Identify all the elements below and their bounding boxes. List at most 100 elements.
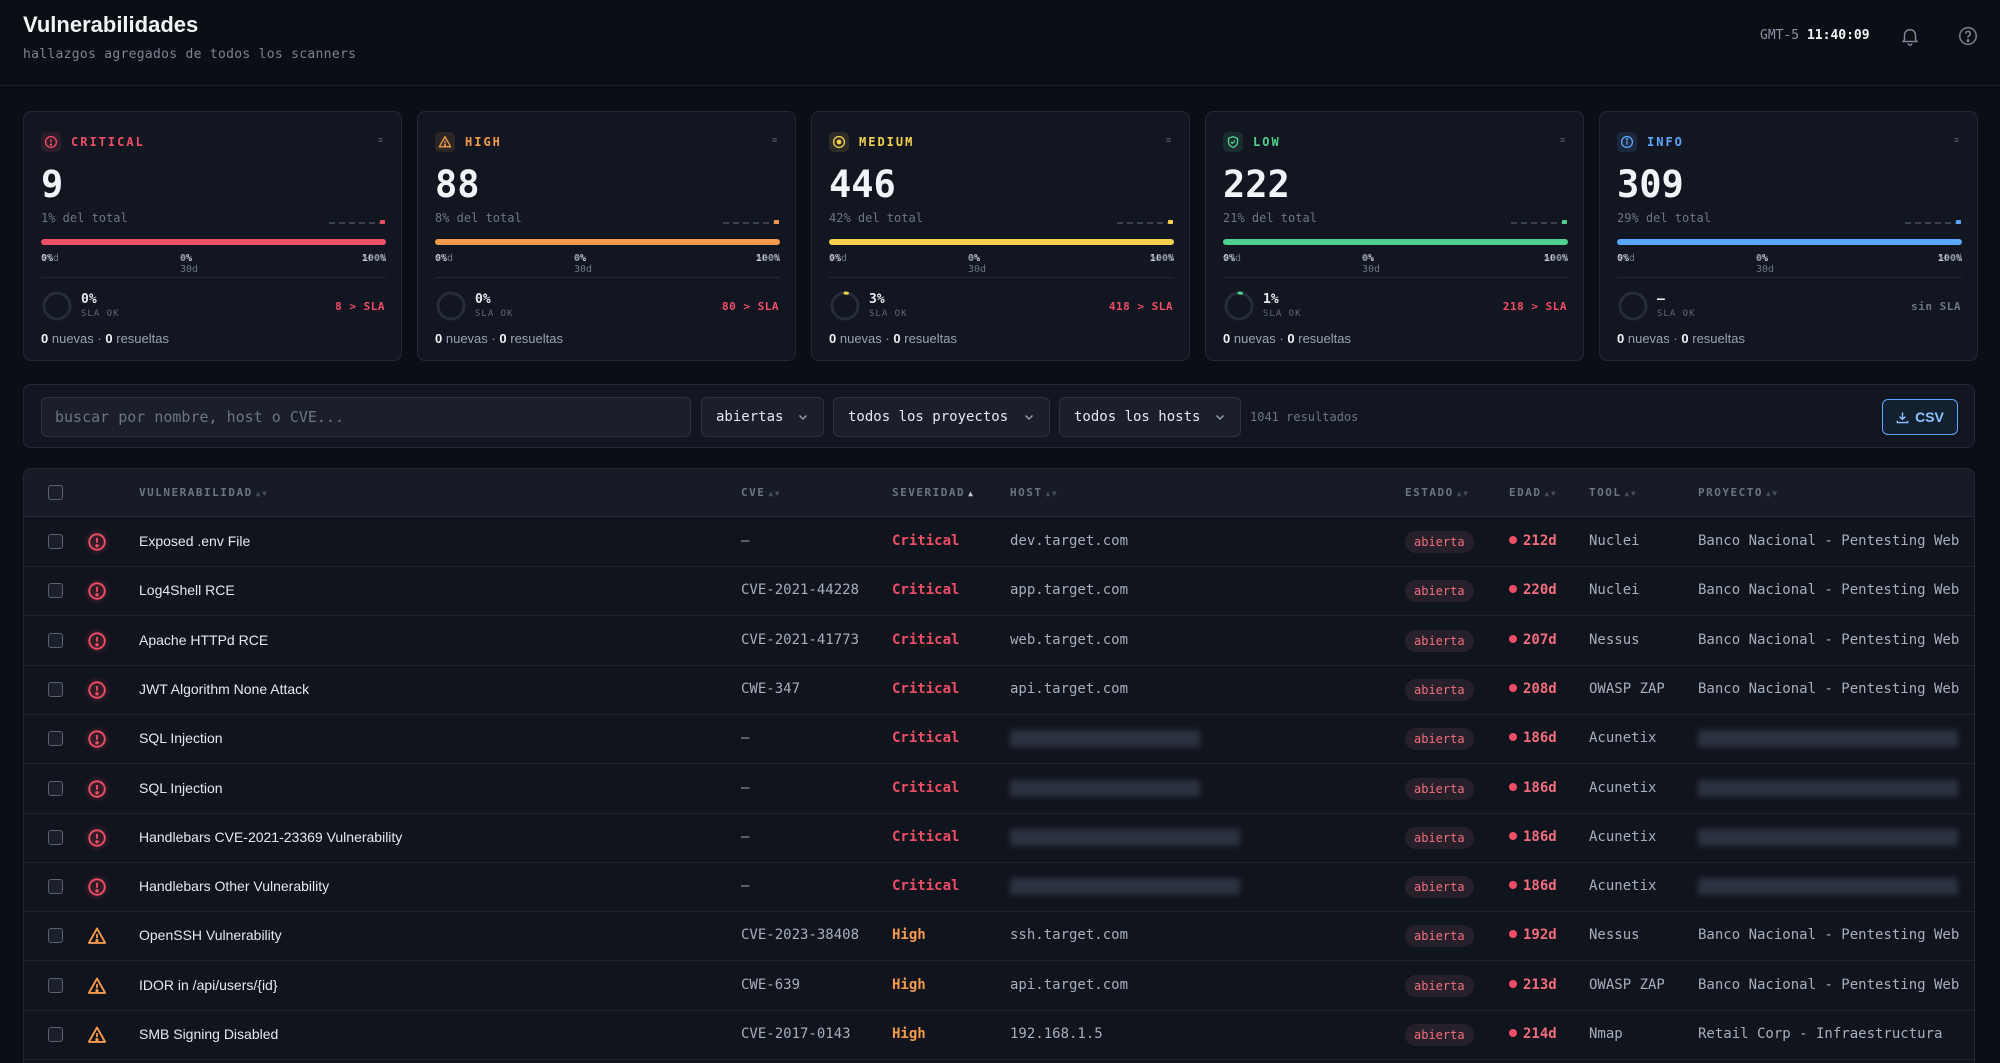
age-breakdown: <7d 0% 8-30d 0% >30d 100% [41, 253, 386, 275]
alert-circle-icon [87, 779, 107, 799]
column-header-vulnerabilidad[interactable]: VULNERABILIDAD ▲▼ [139, 486, 269, 499]
severity-cell: Critical [892, 533, 960, 549]
search-input[interactable] [41, 397, 691, 437]
vulnerability-name[interactable]: SQL Injection [139, 730, 223, 747]
menu-icon[interactable]: ≡ [378, 135, 384, 145]
card-divider [41, 277, 386, 278]
severity-card-critical[interactable]: CRITICAL ≡ 9 1% del total <7d 0% 8-30d 0… [23, 111, 402, 361]
table-header: VULNERABILIDAD ▲▼ CVE ▲▼ SEVERIDAD ▲ HOST ▲▼… [24, 469, 1974, 517]
vulnerability-name[interactable]: Log4Shell RCE [139, 582, 235, 599]
vulnerability-name[interactable]: Exposed .env File [139, 533, 251, 549]
chevron-down-icon [1216, 415, 1224, 420]
severity-card-medium[interactable]: MEDIUM ≡ 446 42% del total <7d 0% 8-30d … [811, 111, 1190, 361]
column-header-proyecto[interactable]: PROYECTO ▲▼ [1698, 486, 1779, 499]
card-count: 309 [1617, 163, 1684, 206]
vulnerability-name[interactable]: Handlebars CVE-2021-23369 Vulnerability [139, 828, 403, 845]
menu-icon[interactable]: ≡ [1560, 135, 1566, 145]
card-count: 88 [435, 163, 480, 206]
card-footer: 0 nuevas · 0 resueltas [829, 331, 957, 346]
tool-cell: Acunetix [1589, 730, 1657, 747]
page-subtitle: hallazgos agregados de todos los scanner… [23, 47, 357, 62]
card-divider [1223, 277, 1568, 278]
table-row[interactable]: Log4Shell RCE CVE-2021-44228 Critical ap… [24, 567, 1974, 617]
column-header-tool[interactable]: TOOL ▲▼ [1589, 486, 1638, 499]
table-row[interactable]: SQL Injection — Critical abierta 186d Ac… [24, 765, 1974, 814]
results-count: 1041 resultados [1250, 410, 1359, 424]
cve-cell: — [741, 730, 750, 747]
row-checkbox[interactable] [48, 583, 63, 599]
sla-progress-ring [1618, 291, 1648, 321]
column-header-estado[interactable]: ESTADO ▲▼ [1405, 486, 1470, 499]
vulnerability-name[interactable]: JWT Algorithm None Attack [139, 680, 310, 697]
sla-percent: 1% [1263, 292, 1279, 307]
sla-progress-ring [436, 291, 466, 321]
menu-icon[interactable]: ≡ [1166, 135, 1172, 145]
vulnerability-name[interactable]: SMB Signing Disabled [139, 1026, 279, 1042]
severity-card-low[interactable]: LOW ≡ 222 21% del total <7d 0% 8-30d 0% … [1205, 111, 1584, 361]
row-checkbox[interactable] [48, 534, 63, 549]
warning-triangle-icon [87, 926, 107, 946]
vulnerability-name[interactable]: Apache HTTPd RCE [139, 631, 269, 648]
row-checkbox[interactable] [48, 829, 63, 845]
table-row[interactable]: SQL Injection — Critical abierta 186d Ac… [24, 715, 1974, 765]
status-select[interactable]: abiertas [701, 397, 824, 437]
row-checkbox[interactable] [48, 731, 63, 747]
table-row[interactable]: JWT Algorithm None Attack CWE-347 Critic… [24, 666, 1974, 715]
column-header-host[interactable]: HOST ▲▼ [1010, 486, 1059, 499]
page-header: Vulnerabilidades hallazgos agregados de … [0, 0, 2000, 86]
tool-cell: Nmap [1589, 1026, 1623, 1042]
sla-breach-count: 80 > SLA [722, 300, 779, 313]
card-footer: 0 nuevas · 0 resueltas [1617, 331, 1745, 346]
table-row[interactable]: SMB Signing Disabled CVE-2017-0143 High … [24, 1011, 1974, 1060]
column-header-edad[interactable]: EDAD ▲▼ [1509, 486, 1558, 499]
column-header-cve[interactable]: CVE ▲▼ [741, 486, 782, 499]
bell-icon[interactable] [1899, 25, 1921, 47]
severity-cell: Critical [892, 828, 960, 845]
export-csv-button[interactable]: CSV [1882, 399, 1958, 435]
menu-icon[interactable]: ≡ [1954, 135, 1960, 145]
row-checkbox[interactable] [48, 977, 63, 993]
severity-card-high[interactable]: HIGH ≡ 88 8% del total <7d 0% 8-30d 0% >… [417, 111, 796, 361]
row-checkbox[interactable] [48, 681, 63, 697]
sla-breach-count: 218 > SLA [1502, 300, 1567, 313]
vulnerability-name[interactable]: Handlebars Other Vulnerability [139, 878, 330, 895]
sla-ok-label: SLA OK [1263, 309, 1302, 319]
vulnerability-name[interactable]: SQL Injection [139, 779, 223, 796]
row-checkbox[interactable] [48, 780, 63, 796]
column-header-severidad[interactable]: SEVERIDAD ▲ [892, 486, 975, 499]
help-icon[interactable] [1957, 25, 1979, 47]
age-8-30: 8-30d 0% [1756, 253, 1775, 275]
sla-ok-label: SLA OK [81, 309, 120, 319]
card-count: 446 [829, 163, 896, 206]
host-select[interactable]: todos los hosts [1059, 397, 1241, 437]
sla-breach-count: sin SLA [1911, 300, 1961, 313]
age-distribution-bar [1617, 239, 1962, 245]
row-checkbox[interactable] [48, 928, 63, 944]
cve-cell: CWE-347 [741, 680, 801, 697]
age-cell: 192d [1509, 927, 1557, 943]
row-checkbox[interactable] [48, 632, 63, 648]
trend-sparkline-marker [380, 220, 385, 224]
row-checkbox[interactable] [48, 879, 63, 895]
menu-icon[interactable]: ≡ [772, 135, 778, 145]
alert-circle-icon [87, 581, 107, 601]
project-select[interactable]: todos los proyectos [833, 397, 1050, 437]
age-cell: 186d [1509, 829, 1557, 845]
table-row[interactable]: OpenSSH Vulnerability CVE-2023-38408 Hig… [24, 912, 1974, 962]
select-all-checkbox[interactable] [48, 485, 63, 500]
table-row[interactable]: Exposed .env File — Critical dev.target.… [24, 518, 1974, 567]
card-header: LOW [1223, 132, 1281, 152]
card-label: LOW [1253, 135, 1281, 149]
cve-cell: — [741, 878, 750, 895]
table-row[interactable]: Handlebars CVE-2021-23369 Vulnerability … [24, 814, 1974, 863]
table-row[interactable]: IDOR in /api/users/{id} CWE-639 High api… [24, 962, 1974, 1011]
cve-cell: CVE-2021-41773 [741, 631, 860, 648]
age-8-30: 8-30d 0% [574, 253, 593, 275]
trend-sparkline-marker [774, 220, 779, 224]
table-row[interactable]: Handlebars Other Vulnerability — Critica… [24, 863, 1974, 913]
table-row[interactable]: Apache HTTPd RCE CVE-2021-41773 Critical… [24, 617, 1974, 666]
row-checkbox[interactable] [48, 1027, 63, 1042]
vulnerability-name[interactable]: IDOR in /api/users/{id} [139, 976, 278, 993]
vulnerability-name[interactable]: OpenSSH Vulnerability [139, 927, 282, 944]
severity-card-info[interactable]: INFO ≡ 309 29% del total <7d 0% 8-30d 0%… [1599, 111, 1978, 361]
